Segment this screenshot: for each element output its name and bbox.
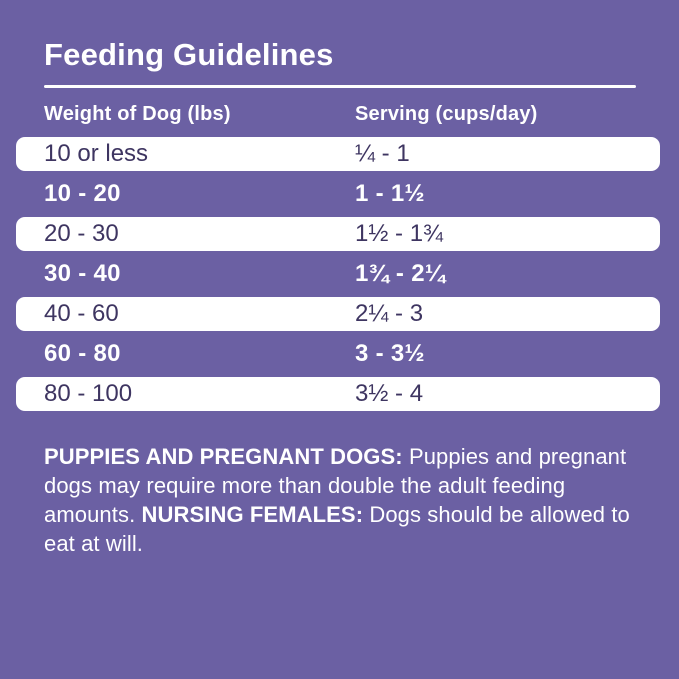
note-paragraph: PUPPIES AND PREGNANT DOGS: Puppies and p… [44,442,639,558]
table-header-row: Weight of Dog (lbs) Serving (cups/day) [44,103,635,126]
feeding-table: 10 or less ¼ - 1 10 - 20 1 - 1½ 20 - 30 … [16,137,660,411]
table-row: 30 - 40 1¾ - 2¼ [16,254,660,294]
column-header-weight: Weight of Dog (lbs) [44,103,231,125]
note-text-puppies: Puppies and pregnant dogs may require mo… [44,444,627,527]
table-row: 80 - 100 3½ - 4 [16,377,660,411]
note-text-nursing: Dogs should be allowed to eat at will. [44,502,630,556]
note-bold-puppies-label: PUPPIES AND PREGNANT DOGS: [44,444,409,469]
row-weight-value: 80 - 100 [44,380,133,407]
table-row: 40 - 60 2¼ - 3 [16,297,660,331]
table-row: 60 - 80 3 - 3½ [16,334,660,374]
row-serving-value: ¼ - 1 [355,140,410,167]
table-row: 10 or less ¼ - 1 [16,137,660,171]
row-serving-value: 2¼ - 3 [355,300,424,327]
row-weight-value: 30 - 40 [44,260,121,287]
table-row: 20 - 30 1½ - 1¾ [16,217,660,251]
row-serving-value: 1½ - 1¾ [355,220,444,247]
column-header-serving: Serving (cups/day) [355,103,538,125]
row-serving-value: 3½ - 4 [355,380,424,407]
row-weight-value: 10 - 20 [44,180,121,207]
row-serving-value: 1 - 1½ [355,180,425,207]
row-serving-value: 1¾ - 2¼ [355,260,446,287]
row-weight-value: 20 - 30 [44,220,119,247]
table-row: 10 - 20 1 - 1½ [16,174,660,214]
row-serving-value: 3 - 3½ [355,340,425,367]
title-underline [44,85,636,88]
note-bold-nursing-label: NURSING FEMALES: [141,502,370,527]
row-weight-value: 60 - 80 [44,340,121,367]
row-weight-value: 10 or less [44,140,149,167]
page-title: Feeding Guidelines [44,37,334,72]
row-weight-value: 40 - 60 [44,300,119,327]
